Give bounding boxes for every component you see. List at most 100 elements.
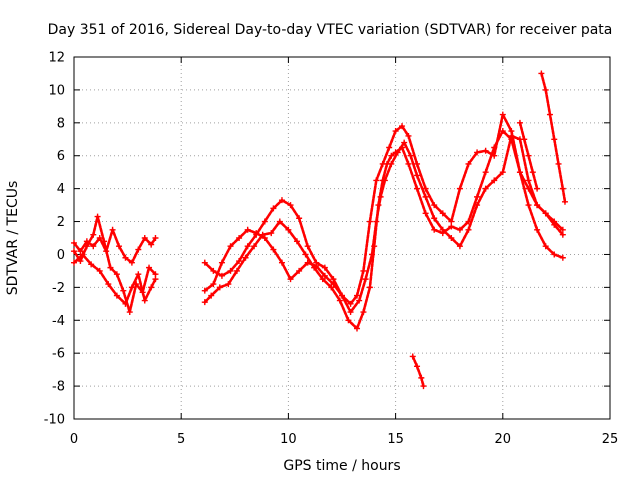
data-point-marker <box>330 281 337 288</box>
data-point-marker <box>386 144 393 151</box>
data-point-marker <box>414 363 421 370</box>
data-point-marker <box>356 297 363 304</box>
data-point-marker <box>448 235 455 241</box>
data-point-marker <box>135 246 142 253</box>
data-point-marker <box>422 185 429 192</box>
data-point-marker <box>388 160 395 167</box>
y-axis-label: SDTVAR / TECUs <box>5 181 21 296</box>
data-point-marker <box>474 202 481 209</box>
data-point-marker <box>542 86 549 93</box>
data-point-marker <box>392 128 399 135</box>
data-point-marker <box>422 193 429 200</box>
data-point-marker <box>302 251 309 258</box>
data-point-marker <box>409 353 416 360</box>
data-point-marker <box>542 210 549 217</box>
data-point-marker <box>233 267 240 274</box>
data-point-marker <box>270 205 277 212</box>
data-point-marker <box>559 231 566 238</box>
data-point-marker <box>347 309 354 316</box>
data-point-marker <box>293 238 300 245</box>
data-point-marker <box>525 152 532 159</box>
data-point-marker <box>146 264 153 271</box>
data-point-marker <box>525 177 532 184</box>
x-tick-label: 15 <box>387 432 404 447</box>
data-point-marker <box>420 383 427 390</box>
data-point-marker <box>128 284 135 291</box>
data-point-marker <box>268 230 275 237</box>
data-point-marker <box>113 271 120 278</box>
plot-frame <box>73 56 611 420</box>
data-point-marker <box>414 160 421 167</box>
series-line <box>540 72 567 204</box>
data-point-marker <box>439 210 446 217</box>
data-point-marker <box>201 259 208 266</box>
data-point-marker <box>542 243 549 250</box>
data-point-marker <box>491 177 498 184</box>
data-point-marker <box>516 119 523 126</box>
y-tick-label: -2 <box>52 281 65 296</box>
data-point-marker <box>71 239 77 246</box>
chart-title: Day 351 of 2016, Sidereal Day-to-day VTE… <box>48 22 613 38</box>
data-point-marker <box>208 292 215 299</box>
data-point-marker <box>90 243 97 250</box>
data-point-marker <box>141 297 148 304</box>
series-s7 <box>409 353 427 390</box>
data-point-marker <box>362 276 369 283</box>
data-point-marker <box>521 136 528 143</box>
data-point-marker <box>339 292 345 299</box>
series-line <box>72 253 157 306</box>
data-point-marker <box>321 264 328 271</box>
data-point-marker <box>227 267 234 274</box>
y-tick-label: 0 <box>57 248 65 263</box>
series-s9 <box>516 119 541 192</box>
data-point-marker <box>561 198 568 205</box>
data-point-marker <box>236 258 243 265</box>
data-point-marker <box>534 202 541 209</box>
data-point-marker <box>405 160 412 167</box>
series-s8 <box>538 70 568 205</box>
data-point-marker <box>126 309 133 316</box>
data-point-marker <box>244 226 251 233</box>
series-line <box>203 134 565 314</box>
data-point-marker <box>218 272 225 279</box>
data-point-marker <box>529 169 536 176</box>
data-point-marker <box>201 299 208 306</box>
data-point-marker <box>296 267 303 274</box>
data-point-marker <box>388 152 395 159</box>
data-point-marker <box>551 136 558 143</box>
data-point-marker <box>508 128 515 135</box>
data-point-marker <box>354 292 361 299</box>
data-point-marker <box>431 226 438 233</box>
data-point-marker <box>122 300 129 307</box>
data-point-marker <box>71 259 77 266</box>
data-point-marker <box>225 281 232 288</box>
data-point-marker <box>482 147 489 154</box>
data-point-marker <box>109 226 116 233</box>
data-point-marker <box>418 374 425 381</box>
data-point-marker <box>278 197 285 204</box>
data-point-marker <box>79 251 86 258</box>
data-point-marker <box>499 128 506 135</box>
data-point-marker <box>244 243 251 250</box>
data-point-marker <box>534 185 541 192</box>
data-point-marker <box>253 230 260 237</box>
data-point-marker <box>96 267 103 274</box>
data-point-marker <box>474 193 481 200</box>
x-tick-label: 25 <box>602 432 619 447</box>
data-point-marker <box>381 177 388 184</box>
data-point-marker <box>107 264 114 271</box>
data-point-marker <box>401 139 408 146</box>
data-point-marker <box>313 262 320 269</box>
data-point-marker <box>113 292 120 299</box>
x-axis-label: GPS time / hours <box>283 458 400 474</box>
data-point-marker <box>216 284 223 291</box>
data-point-marker <box>141 235 148 241</box>
data-point-marker <box>394 149 401 156</box>
data-point-marker <box>210 267 217 274</box>
data-point-marker <box>94 213 101 220</box>
data-point-marker <box>304 243 311 250</box>
data-point-marker <box>482 185 489 192</box>
data-point-marker <box>236 235 243 241</box>
data-point-marker <box>491 152 498 159</box>
